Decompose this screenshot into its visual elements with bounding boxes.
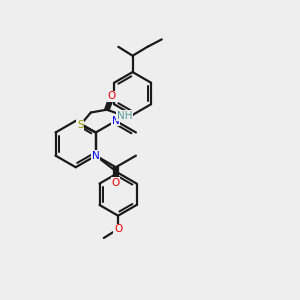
Text: O: O <box>108 91 116 101</box>
Text: NH: NH <box>116 111 132 121</box>
Text: N: N <box>92 151 100 160</box>
Text: O: O <box>114 224 122 234</box>
Text: S: S <box>77 120 84 130</box>
Text: O: O <box>112 178 120 188</box>
Text: N: N <box>112 116 120 126</box>
